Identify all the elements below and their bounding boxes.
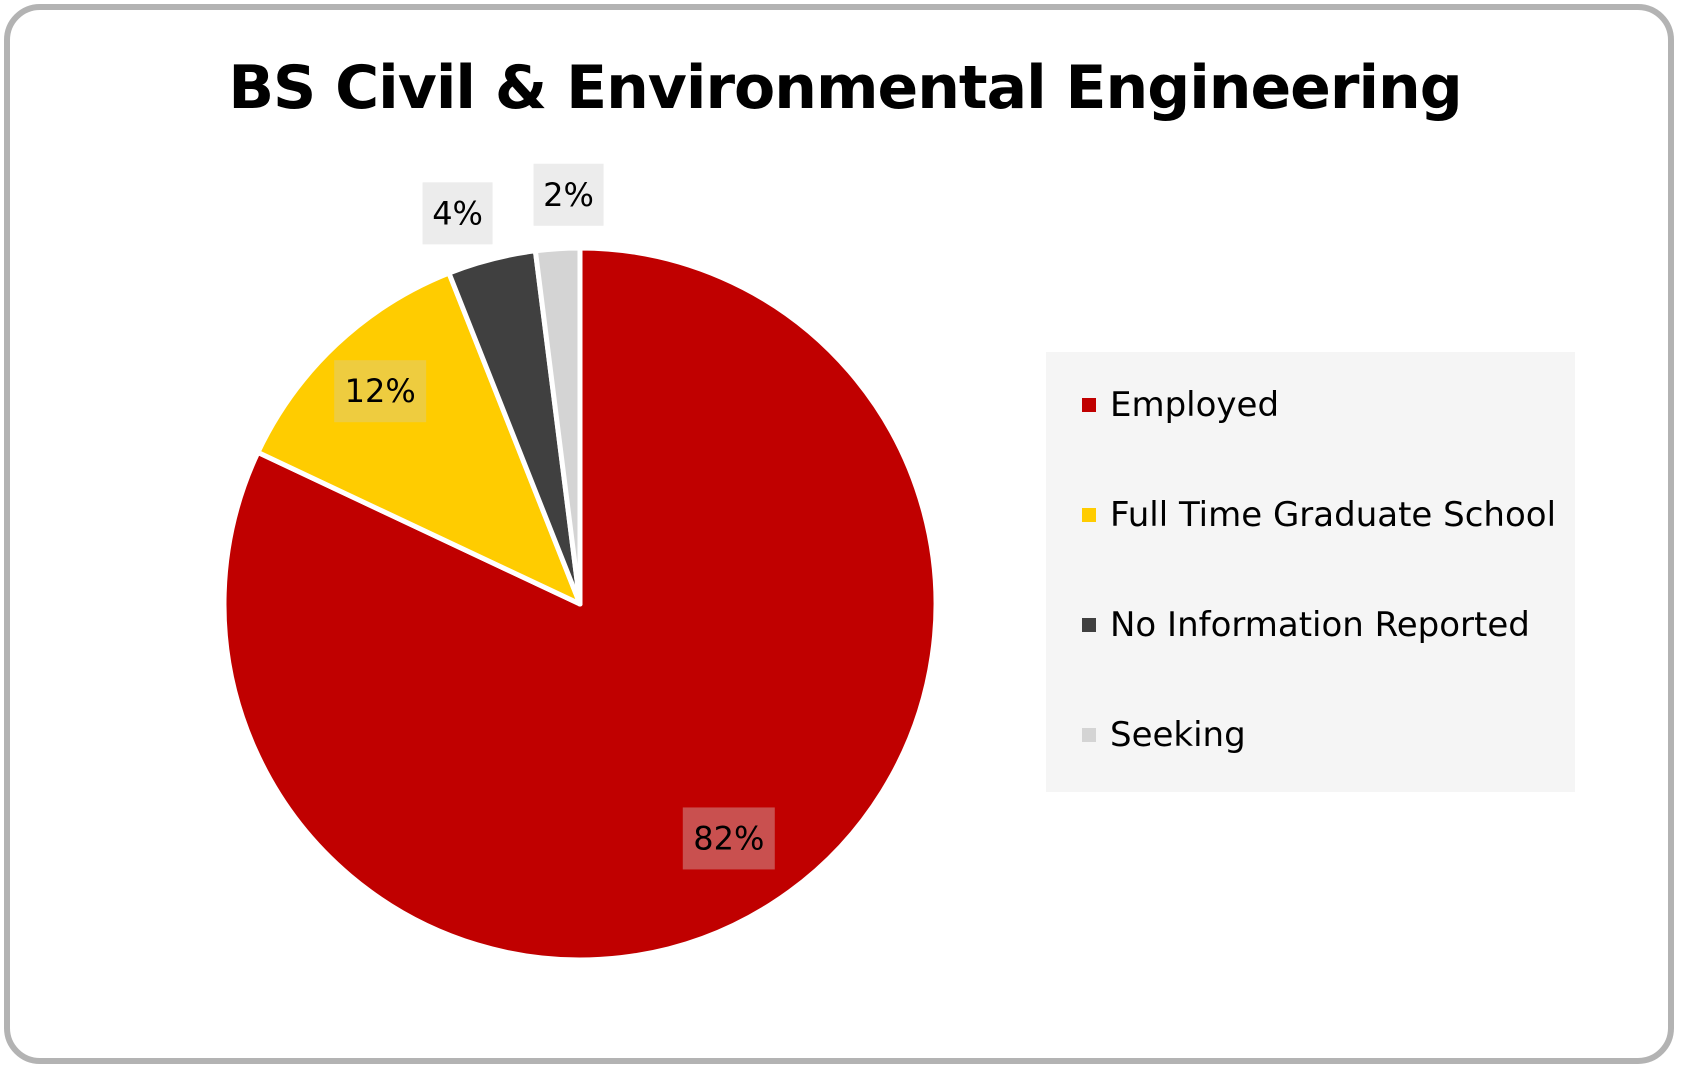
chart-title: BS Civil & Environmental Engineering xyxy=(228,53,1462,123)
legend-label: No Information Reported xyxy=(1110,605,1530,645)
data-label-background xyxy=(533,163,604,226)
legend-swatch-employed xyxy=(1082,398,1096,412)
data-label-background xyxy=(334,360,427,423)
data-label-no-information-reported: 4% xyxy=(422,182,493,245)
data-label-text: 4% xyxy=(432,194,483,232)
data-label-background xyxy=(422,182,493,245)
data-label-text: 12% xyxy=(345,372,416,410)
pie-slice-full-time-graduate-school xyxy=(255,270,583,607)
data-label-seeking: 2% xyxy=(533,163,604,226)
legend-label: Full Time Graduate School xyxy=(1110,495,1557,535)
data-label-background xyxy=(682,807,775,870)
pie-slice-seeking xyxy=(532,245,583,607)
legend-item-seeking: Seeking xyxy=(1082,710,1246,760)
chart-legend: Employed Full Time Graduate School No In… xyxy=(1046,352,1575,792)
data-label-text: 2% xyxy=(543,176,594,214)
legend-item-no-information-reported: No Information Reported xyxy=(1082,600,1530,650)
pie-slice-employed xyxy=(221,245,939,963)
data-label-full-time-graduate-school: 12% xyxy=(334,360,427,423)
pie-data-labels: 82% 12% 4% 2% xyxy=(334,163,775,870)
data-label-employed: 82% xyxy=(682,807,775,870)
legend-label: Seeking xyxy=(1110,715,1246,755)
pie-slices xyxy=(221,245,939,963)
legend-swatch-no-information-reported xyxy=(1082,618,1096,632)
legend-swatch-seeking xyxy=(1082,728,1096,742)
legend-swatch-full-time-graduate-school xyxy=(1082,508,1096,522)
data-label-text: 82% xyxy=(693,819,764,857)
legend-item-employed: Employed xyxy=(1082,380,1279,430)
legend-label: Employed xyxy=(1110,385,1280,425)
legend-item-full-time-graduate-school: Full Time Graduate School xyxy=(1082,490,1556,540)
